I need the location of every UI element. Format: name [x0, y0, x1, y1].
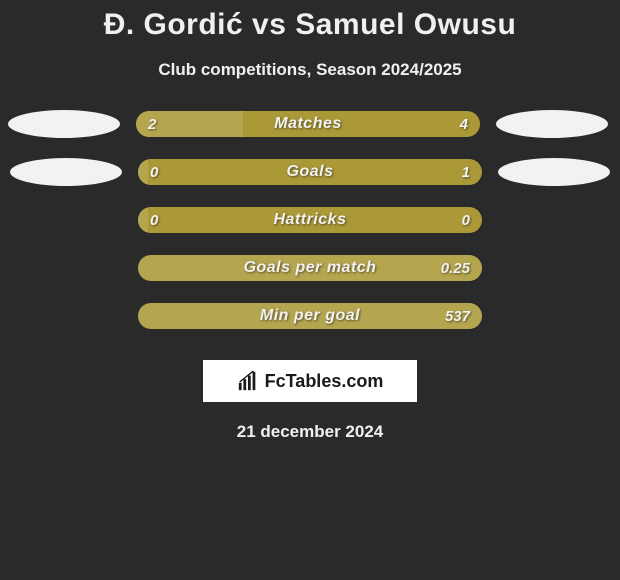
player-right-ellipse — [498, 302, 610, 330]
logo-box: FcTables.com — [203, 360, 417, 402]
stat-bar: Min per goal537 — [138, 303, 482, 329]
stat-row: 2Matches4 — [0, 110, 620, 138]
stat-row: 0Goals1 — [0, 158, 620, 186]
stat-right-value: 4 — [460, 111, 468, 137]
page-subtitle: Club competitions, Season 2024/2025 — [0, 60, 620, 80]
stat-bar: 0Goals1 — [138, 159, 482, 185]
player-right-ellipse — [498, 206, 610, 234]
player-left-ellipse — [10, 254, 122, 282]
stat-label: Goals — [138, 159, 482, 185]
stat-label: Min per goal — [138, 303, 482, 329]
stat-bar: 2Matches4 — [136, 111, 480, 137]
page-title: Đ. Gordić vs Samuel Owusu — [0, 8, 620, 42]
chart-icon — [237, 370, 259, 392]
stat-label: Goals per match — [138, 255, 482, 281]
player-left-ellipse — [10, 158, 122, 186]
stat-right-value: 0.25 — [441, 255, 470, 281]
logo-text: FcTables.com — [265, 371, 384, 392]
player-right-ellipse — [498, 254, 610, 282]
player-left-ellipse — [8, 110, 120, 138]
stat-row: Goals per match0.25 — [0, 254, 620, 282]
player-left-ellipse — [10, 206, 122, 234]
stat-bar: 0Hattricks0 — [138, 207, 482, 233]
player-right-ellipse — [498, 158, 610, 186]
stat-row: 0Hattricks0 — [0, 206, 620, 234]
stat-row: Min per goal537 — [0, 302, 620, 330]
stat-right-value: 537 — [445, 303, 470, 329]
stat-label: Matches — [136, 111, 480, 137]
stat-bar: Goals per match0.25 — [138, 255, 482, 281]
stat-label: Hattricks — [138, 207, 482, 233]
player-right-ellipse — [496, 110, 608, 138]
date-text: 21 december 2024 — [0, 422, 620, 442]
stat-right-value: 0 — [462, 207, 470, 233]
stat-right-value: 1 — [462, 159, 470, 185]
player-left-ellipse — [10, 302, 122, 330]
stats-container: 2Matches40Goals10Hattricks0Goals per mat… — [0, 110, 620, 330]
